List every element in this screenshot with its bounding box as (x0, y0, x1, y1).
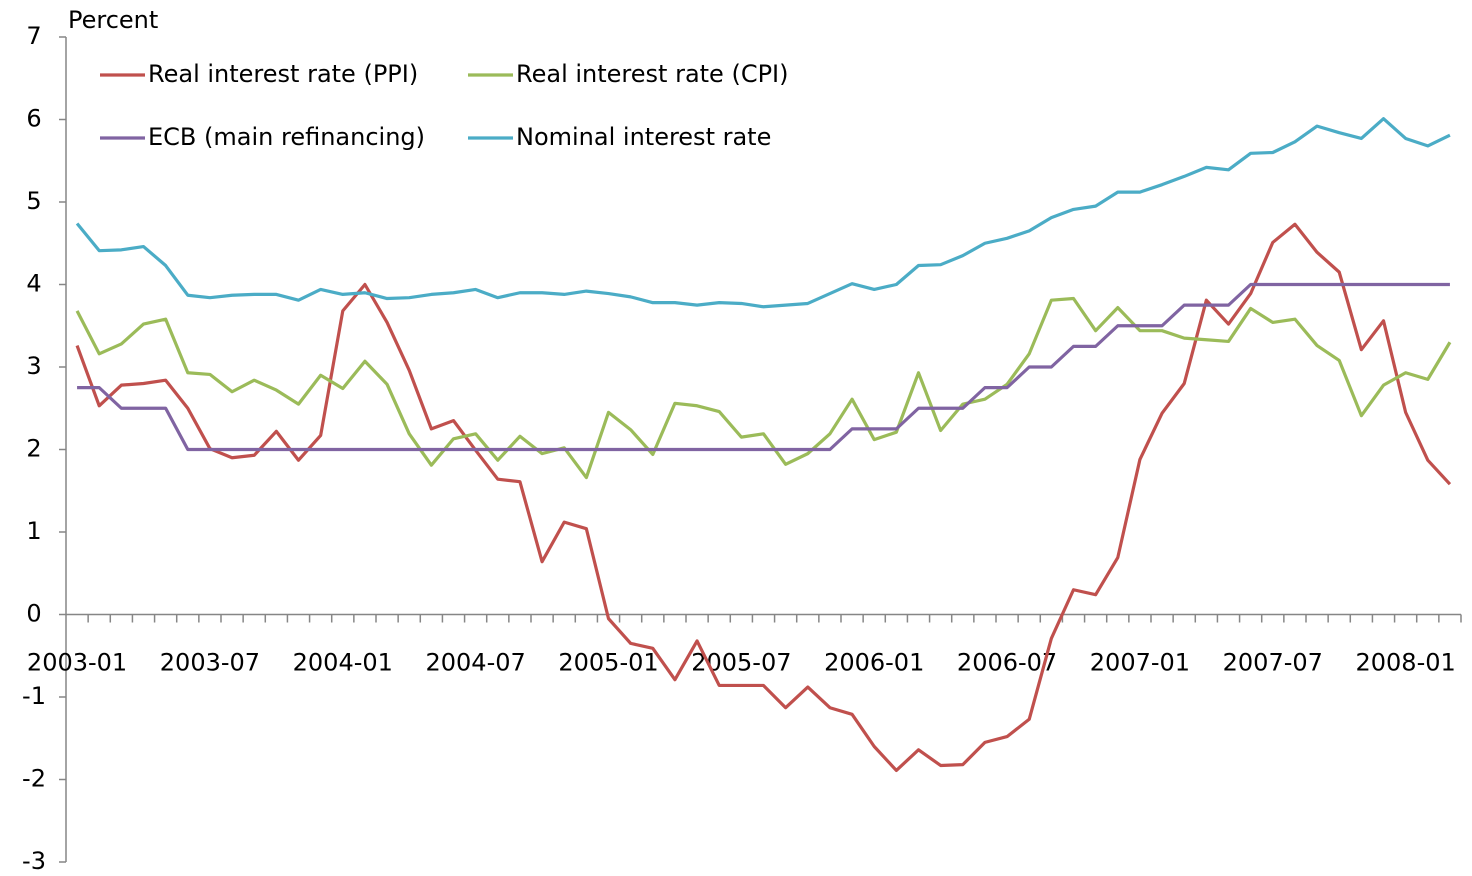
x-tick-label: 2006-07 (957, 649, 1057, 677)
y-tick-label: -1 (22, 682, 46, 710)
series-line (75, 117, 1451, 309)
legend-label: Nominal interest rate (516, 123, 771, 151)
y-tick-label: 7 (26, 22, 41, 50)
y-tick-label: 3 (26, 352, 41, 380)
x-tick-label: 2004-01 (293, 649, 393, 677)
series-line (77, 282, 1450, 452)
x-tick-label: 2003-07 (160, 649, 260, 677)
x-tick-label: 2003-01 (27, 649, 127, 677)
y-tick-label: 0 (26, 600, 41, 628)
legend-label: ECB (main refinancing) (148, 123, 425, 151)
y-tick-label: 4 (26, 270, 41, 298)
y-tick-label: 1 (26, 517, 41, 545)
x-tick-label: 2007-07 (1223, 649, 1323, 677)
legend-label: Real interest rate (PPI) (148, 60, 418, 88)
x-tick-label: 2005-01 (558, 649, 658, 677)
x-tick-label: 2007-01 (1090, 649, 1190, 677)
legend-label: Real interest rate (CPI) (516, 60, 788, 88)
y-tick-label: 5 (26, 187, 41, 215)
y-axis-label: Percent (68, 6, 158, 34)
series-line (75, 222, 1452, 773)
series-line (75, 296, 1452, 480)
y-tick-label: -3 (22, 847, 46, 875)
x-tick-label: 2004-07 (426, 649, 526, 677)
x-tick-label: 2008-01 (1356, 649, 1456, 677)
y-tick-label: -2 (22, 765, 46, 793)
x-tick-label: 2006-01 (824, 649, 924, 677)
y-tick-label: 2 (26, 435, 41, 463)
y-tick-label: 6 (26, 105, 41, 133)
